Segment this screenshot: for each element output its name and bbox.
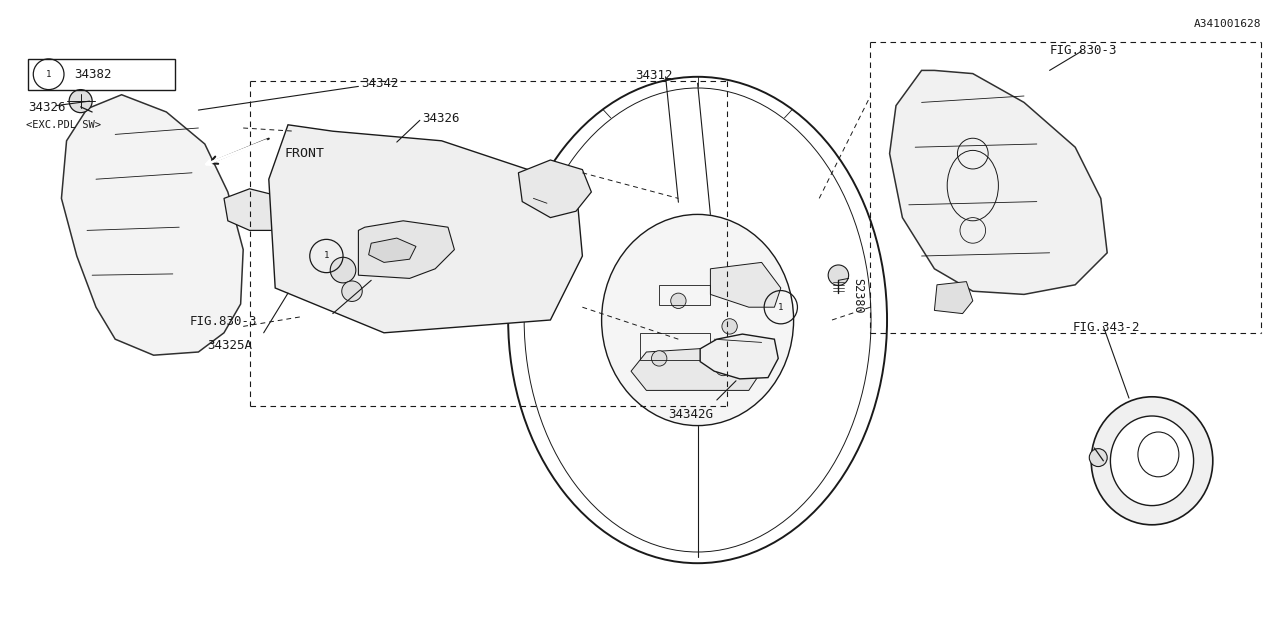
Circle shape	[342, 281, 362, 301]
Polygon shape	[224, 189, 288, 230]
Text: 1: 1	[46, 70, 51, 79]
Polygon shape	[61, 95, 243, 355]
Ellipse shape	[602, 214, 794, 426]
Circle shape	[330, 257, 356, 283]
Polygon shape	[518, 160, 591, 218]
Polygon shape	[358, 221, 454, 278]
Bar	[28, 59, 175, 90]
Circle shape	[69, 90, 92, 113]
Polygon shape	[269, 125, 582, 333]
Text: 34342G: 34342G	[668, 408, 713, 421]
Polygon shape	[369, 238, 416, 262]
Polygon shape	[710, 262, 781, 307]
Text: FIG.343-2: FIG.343-2	[1073, 321, 1140, 334]
Circle shape	[716, 360, 731, 376]
Circle shape	[828, 265, 849, 285]
Circle shape	[722, 319, 737, 334]
Polygon shape	[700, 334, 778, 379]
Text: 1: 1	[778, 303, 783, 312]
Text: 34382: 34382	[74, 68, 111, 81]
Text: FRONT: FRONT	[284, 147, 324, 160]
Text: 34342: 34342	[361, 77, 398, 90]
Text: 1: 1	[324, 252, 329, 260]
Text: FIG.830-3: FIG.830-3	[189, 315, 257, 328]
Polygon shape	[934, 282, 973, 314]
Circle shape	[652, 351, 667, 366]
Polygon shape	[890, 70, 1107, 294]
Text: <EXC.PDL SW>: <EXC.PDL SW>	[26, 120, 101, 131]
Bar	[659, 285, 710, 305]
Text: 34326: 34326	[28, 101, 65, 114]
Text: 34326: 34326	[422, 112, 460, 125]
Text: FIG.830-3: FIG.830-3	[1050, 44, 1117, 56]
Ellipse shape	[1091, 397, 1213, 525]
Bar	[640, 333, 710, 360]
Circle shape	[671, 293, 686, 308]
Circle shape	[1089, 449, 1107, 467]
Text: A341001628: A341001628	[1193, 19, 1261, 29]
Text: 34325A: 34325A	[207, 339, 252, 352]
Ellipse shape	[1138, 432, 1179, 477]
Polygon shape	[631, 346, 762, 390]
Text: S2380: S2380	[851, 278, 864, 314]
Text: 34312: 34312	[635, 69, 672, 82]
Ellipse shape	[1111, 416, 1193, 506]
